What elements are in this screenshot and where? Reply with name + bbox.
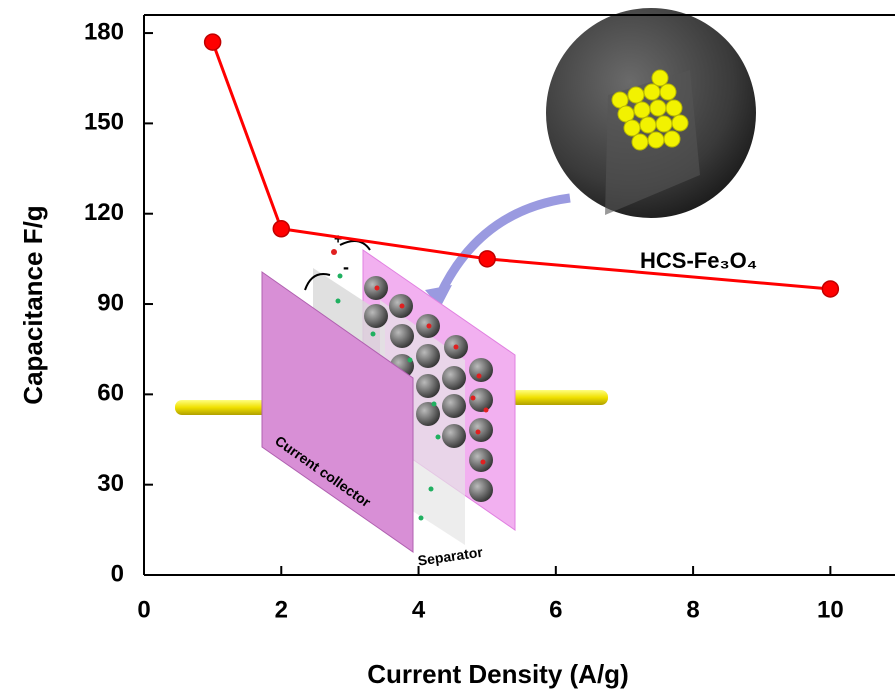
arrow-head [425,285,452,308]
annotation: + [334,231,342,247]
x-tick-label: 2 [275,596,288,623]
line [211,41,831,291]
marker [272,220,291,238]
current-collector [261,271,414,553]
marker [821,280,840,298]
y-axis-title: Capacitance F/g [18,205,48,404]
x-tick-label: 0 [137,596,150,623]
y-tick-label: 60 [97,380,124,407]
core-particles [611,69,689,151]
x-tick-label: 8 [686,596,699,623]
series-label: HCS-Fe₃O₄ [640,248,757,273]
ions [335,273,441,521]
y-tick-label: 90 [97,289,124,316]
y-tick-label: 120 [84,199,124,226]
rod [510,390,608,405]
x-tick-label: 6 [549,596,562,623]
arrow [304,273,331,291]
illustration: + - Current collector Separator [175,8,756,569]
marker [478,250,496,268]
y-tick-label: 180 [84,18,124,45]
y-tick-label: 0 [111,560,124,587]
x-tick-label: 4 [412,596,426,623]
x-tick-label: 10 [817,596,844,623]
ions [331,249,489,465]
annotation: Separator [417,544,484,569]
y-tick-label: 150 [84,109,124,136]
x-axis-title: Current Density (A/g) [367,659,628,689]
annotation: - [343,257,349,277]
y-tick-label: 30 [97,470,124,497]
arrow [435,193,571,297]
marker [203,33,222,51]
